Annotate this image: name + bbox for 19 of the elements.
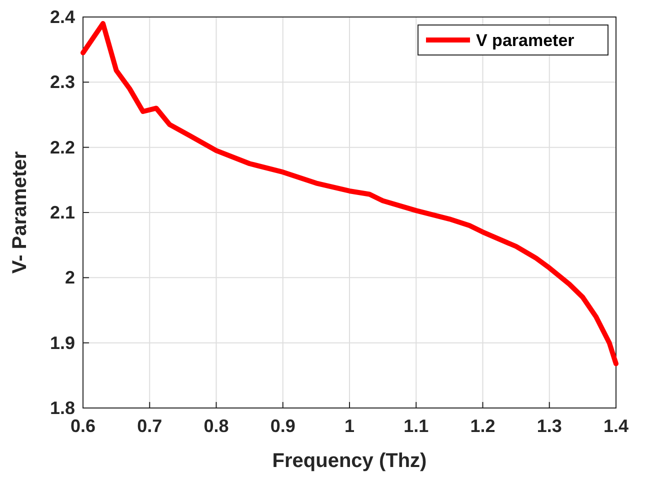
legend-label: V parameter	[476, 31, 575, 50]
x-tick-label: 0.8	[204, 416, 229, 436]
y-tick-label: 1.9	[50, 332, 75, 353]
x-tick-label: 0.7	[137, 416, 162, 436]
x-tick-label: 0.6	[70, 416, 96, 436]
y-tick-label: 2	[64, 268, 75, 288]
y-axis-title: V- Parameter	[9, 151, 31, 274]
y-tick-label: 2.1	[50, 202, 75, 222]
x-tick-label: 1	[344, 416, 355, 436]
y-tick-label: 1.8	[50, 398, 75, 418]
y-tick-label: 2.4	[50, 7, 75, 27]
x-axis-title: Frequency (Thz)	[272, 450, 427, 472]
y-tick-label: 2.2	[50, 137, 75, 158]
x-tick-label: 1.2	[470, 416, 496, 436]
x-tick-label: 0.9	[270, 416, 296, 436]
x-tick-label: 1.3	[536, 416, 562, 436]
y-tick-label: 2.3	[50, 72, 75, 92]
x-tick-label: 1.1	[404, 416, 429, 436]
x-tick-label: 1.4	[603, 416, 629, 436]
